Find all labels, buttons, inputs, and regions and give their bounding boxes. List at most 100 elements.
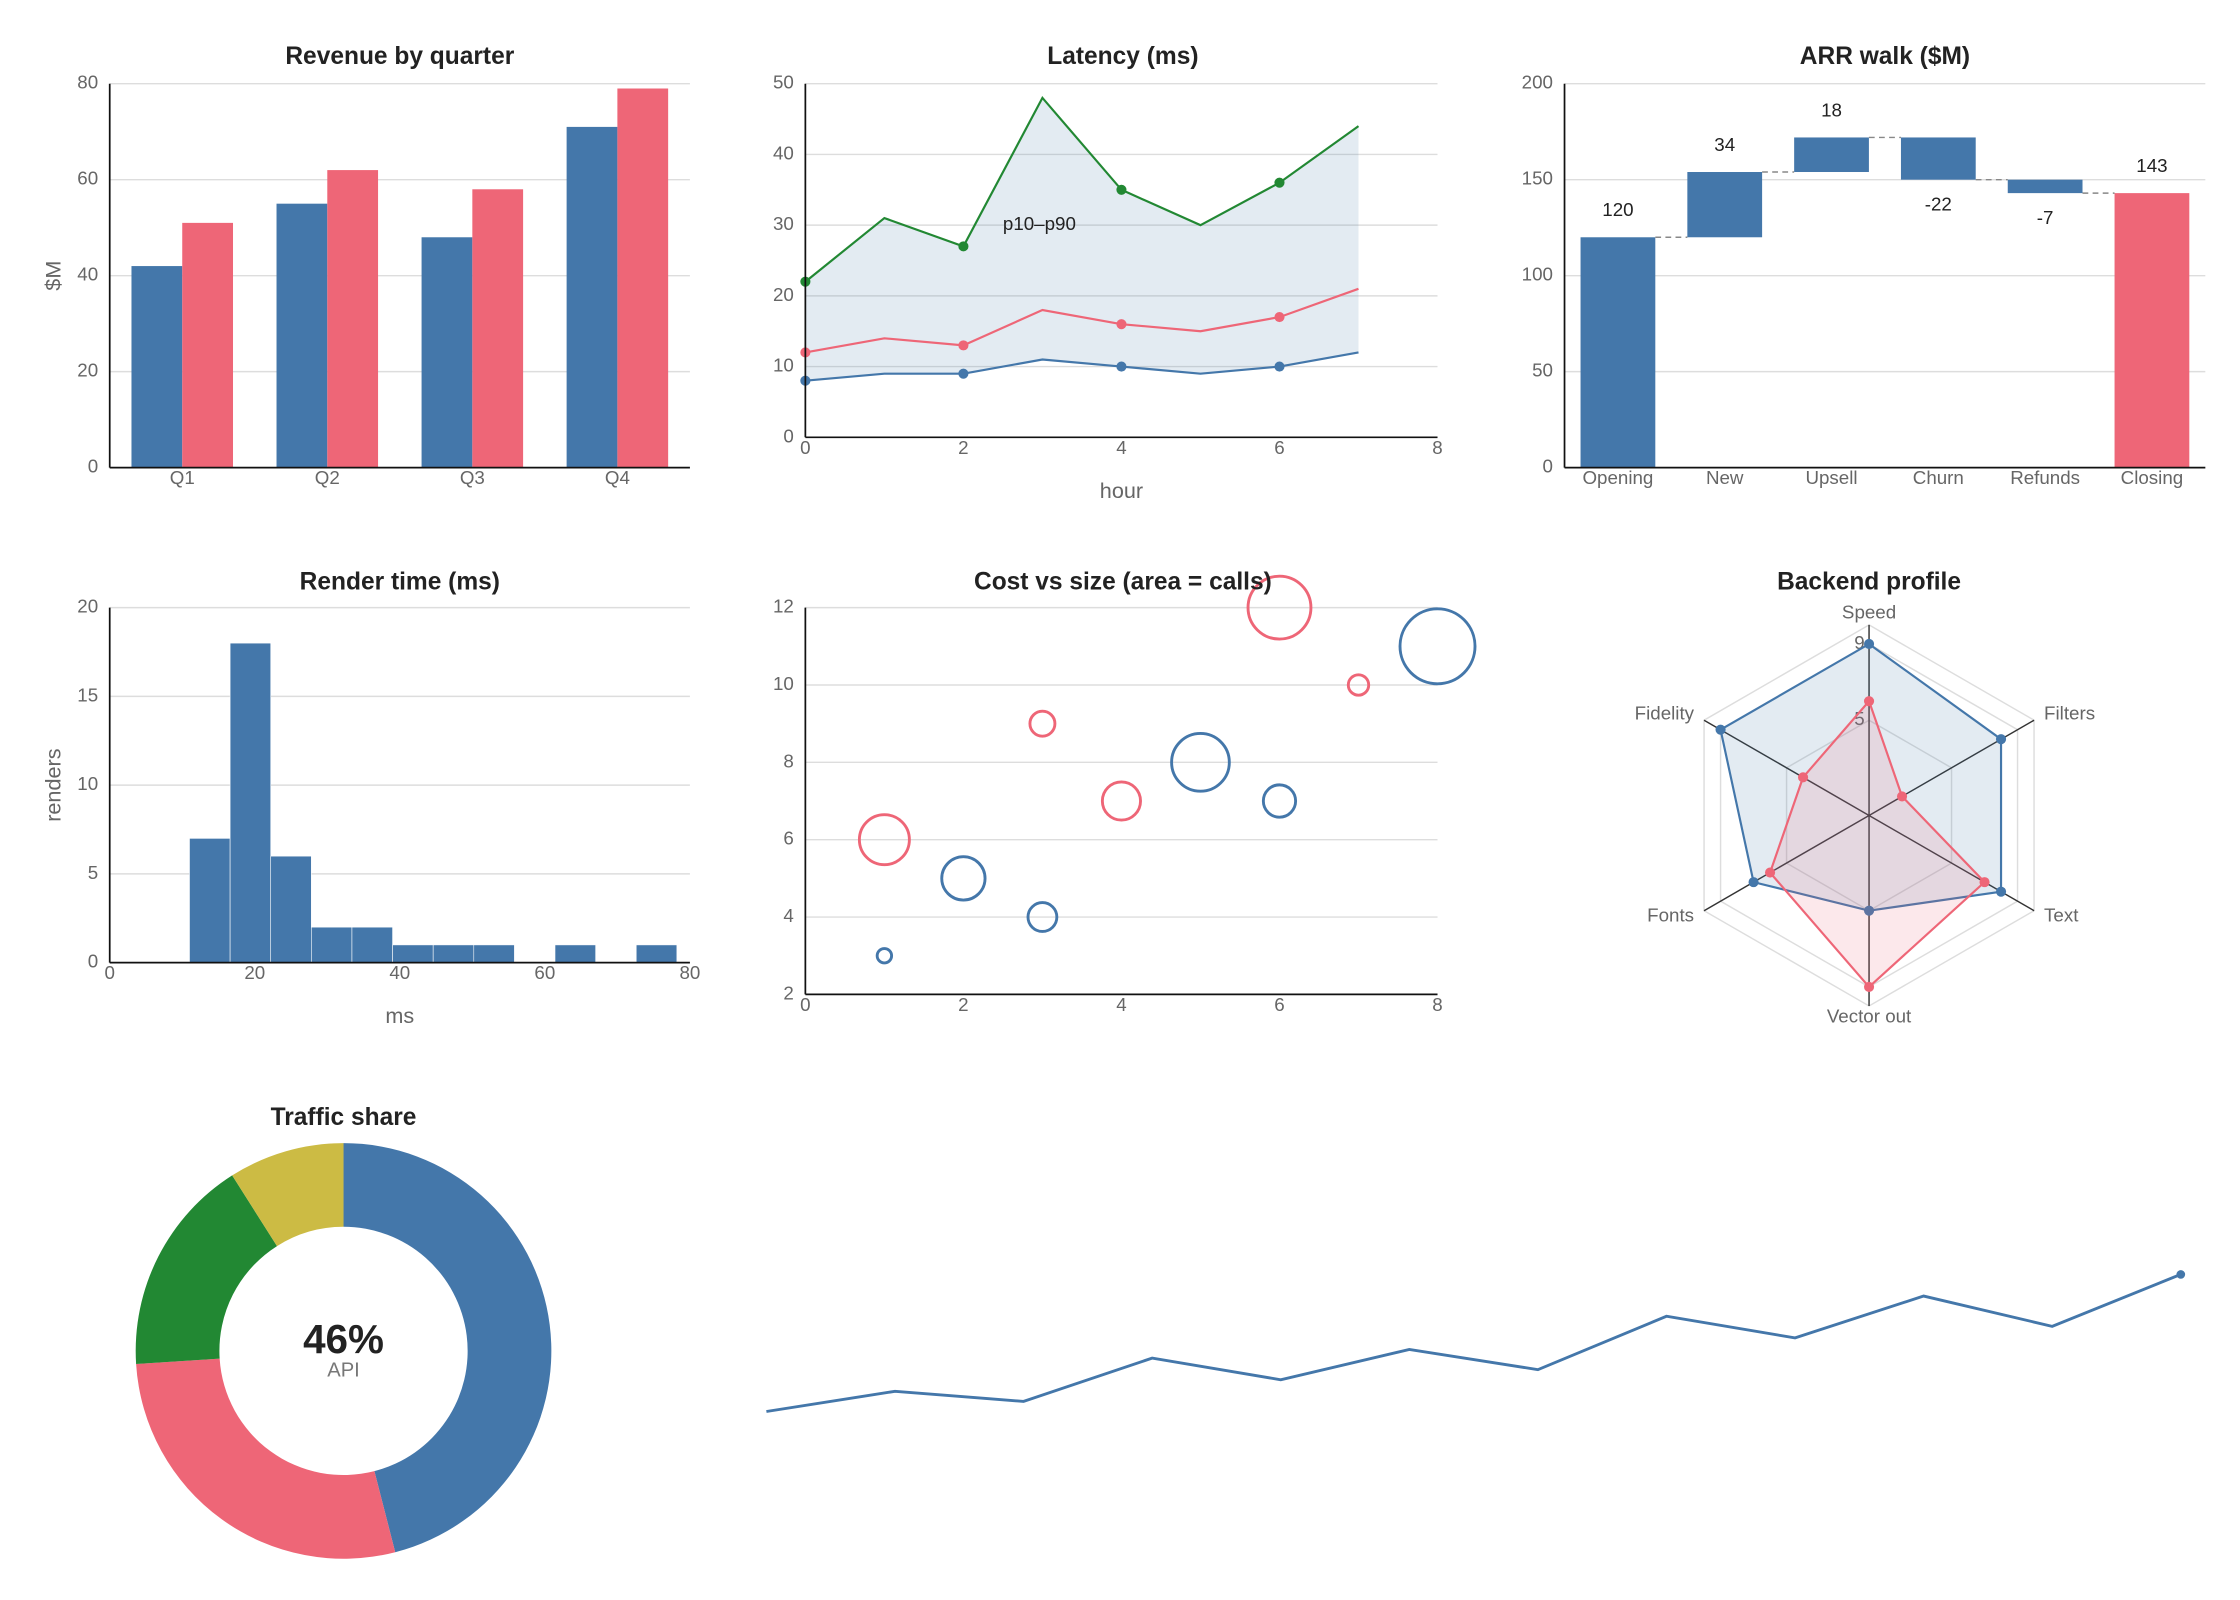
- bubble: [875, 947, 894, 965]
- marker: [1864, 696, 1875, 707]
- x-tick-label: 6: [1274, 437, 1284, 458]
- donut-slice: [343, 1143, 552, 1553]
- bar: [1580, 237, 1656, 468]
- x-tick-label: Upsell: [1805, 467, 1857, 488]
- x-tick-label: 0: [800, 437, 810, 458]
- band-fill: [805, 97, 1359, 381]
- x-tick-label: Q3: [460, 467, 485, 488]
- x-tick-label: Q1: [170, 467, 195, 488]
- marker: [1748, 877, 1759, 888]
- bar: [421, 237, 473, 468]
- annotation: p10–p90: [1003, 213, 1076, 234]
- marker: [1116, 184, 1127, 195]
- x-tick-label: 4: [1116, 994, 1126, 1015]
- axis-label: Vector out: [1827, 1005, 1912, 1026]
- bar: [327, 170, 379, 468]
- y-tick-label: 0: [783, 425, 793, 446]
- spoke: [1868, 719, 2035, 817]
- donut-slice: [136, 1358, 396, 1559]
- x-tick-label: New: [1706, 467, 1744, 488]
- bubble: [1346, 673, 1371, 697]
- axis-label: Speed: [1842, 601, 1896, 622]
- line: [805, 287, 1359, 354]
- x-tick-label: 6: [1274, 994, 1284, 1015]
- y-tick-label: 5: [88, 862, 98, 883]
- marker: [1979, 877, 1990, 888]
- sparkline: [766, 1273, 2182, 1413]
- bar: [1687, 172, 1763, 238]
- y-tick-label: 50: [773, 72, 794, 93]
- y-axis-label: $M: [41, 261, 66, 291]
- bar: [2114, 193, 2190, 468]
- y-tick-label: 10: [773, 673, 794, 694]
- bar: [2007, 179, 2083, 194]
- y-tick-label: 40: [773, 142, 794, 163]
- x-axis-label: hour: [1100, 478, 1143, 503]
- center-value: 46%: [303, 1316, 384, 1362]
- center-label: API: [327, 1359, 360, 1381]
- bar: [229, 642, 272, 963]
- chart-title: Latency (ms): [1047, 43, 1198, 70]
- y-tick-label: 10: [773, 355, 794, 376]
- x-tick-label: 2: [958, 994, 968, 1015]
- y-tick-label: 150: [1522, 168, 1553, 189]
- donut-slice: [135, 1175, 278, 1364]
- donut-slice: [232, 1143, 344, 1247]
- chart-title: Render time (ms): [300, 569, 500, 596]
- marker: [1116, 319, 1127, 330]
- value-label: 34: [1714, 134, 1735, 155]
- x-tick-label: Opening: [1582, 467, 1653, 488]
- marker: [1864, 638, 1875, 650]
- value-label: 143: [2136, 155, 2167, 176]
- marker: [958, 340, 969, 351]
- bar: [635, 944, 678, 963]
- bar: [270, 855, 312, 963]
- y-tick-label: 4: [783, 905, 793, 926]
- y-tick-label: 20: [773, 284, 794, 305]
- y-tick-label: 8: [783, 750, 793, 771]
- y-tick-label: 30: [773, 213, 794, 234]
- x-tick-label: Q2: [315, 467, 340, 488]
- bar: [351, 926, 393, 963]
- x-tick-label: Closing: [2121, 467, 2184, 488]
- bar: [617, 88, 669, 468]
- marker: [958, 368, 969, 379]
- x-tick-label: 80: [679, 962, 700, 983]
- x-tick-label: 0: [104, 962, 114, 983]
- x-tick-label: 2: [958, 437, 968, 458]
- y-tick-label: 60: [77, 168, 98, 189]
- y-tick-label: 0: [88, 951, 98, 972]
- x-tick-label: 8: [1432, 437, 1442, 458]
- y-axis-label: renders: [41, 748, 66, 822]
- marker: [1116, 361, 1127, 372]
- bar: [311, 926, 353, 963]
- x-axis-label: ms: [385, 1003, 414, 1028]
- bar: [1900, 137, 1976, 180]
- spoke: [1703, 814, 1870, 912]
- bar: [1794, 137, 1869, 173]
- line: [805, 351, 1359, 382]
- y-tick-label: 80: [77, 72, 98, 93]
- bar: [131, 266, 183, 468]
- x-tick-label: 8: [1432, 994, 1442, 1015]
- bubble: [940, 855, 987, 902]
- bubble: [1261, 783, 1298, 819]
- bar: [472, 189, 524, 468]
- y-tick-label: 20: [77, 596, 98, 617]
- marker: [1765, 867, 1776, 878]
- x-tick-label: 40: [389, 962, 410, 983]
- r-tick-label: 5: [1854, 708, 1864, 729]
- y-tick-label: 100: [1522, 264, 1553, 285]
- bar: [473, 944, 515, 963]
- value-label: -22: [1925, 194, 1952, 215]
- y-tick-label: 0: [1543, 456, 1553, 477]
- bar: [182, 222, 234, 468]
- y-tick-label: 20: [77, 360, 98, 381]
- y-tick-label: 10: [77, 773, 98, 794]
- marker: [1995, 734, 2007, 745]
- marker: [2176, 1270, 2186, 1279]
- marker: [1995, 886, 2007, 897]
- bar: [276, 203, 328, 468]
- spoke: [1703, 719, 1870, 817]
